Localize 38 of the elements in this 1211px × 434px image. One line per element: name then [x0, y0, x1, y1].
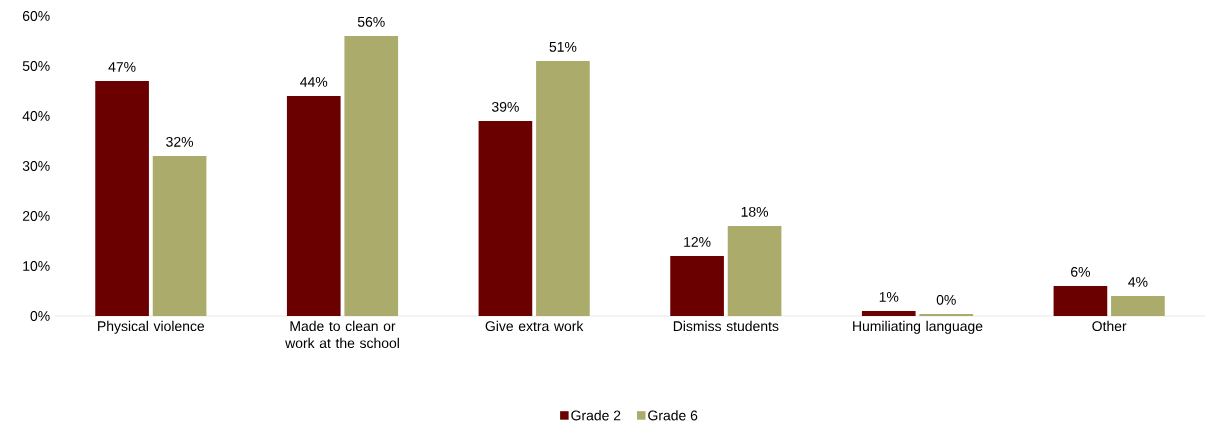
bar — [478, 121, 533, 316]
data-label: 18% — [741, 206, 769, 217]
x-tick-label: Made to clean or work at the school — [285, 320, 399, 349]
bar — [1053, 286, 1108, 316]
y-tick-label: 20% — [22, 211, 50, 221]
legend-label: Grade 2 — [571, 410, 621, 421]
data-label: 12% — [684, 236, 711, 247]
data-label: 44% — [300, 77, 328, 87]
data-label: 56% — [357, 16, 385, 27]
bar — [670, 256, 724, 316]
data-label: 39% — [491, 101, 519, 112]
y-tick-label: 60% — [22, 11, 50, 21]
legend-label: Grade 6 — [648, 410, 698, 421]
x-tick-label: Dismiss students — [673, 320, 779, 332]
bar — [861, 311, 916, 316]
y-tick-label: 50% — [22, 61, 50, 71]
bar — [727, 226, 782, 316]
data-label: 4% — [1128, 277, 1148, 287]
x-tick-label: Physical violence — [98, 320, 205, 334]
bar — [286, 96, 341, 316]
data-label: 1% — [879, 292, 899, 302]
bar — [536, 61, 590, 316]
y-tick-label: 10% — [23, 261, 50, 271]
data-label: 0% — [936, 294, 956, 305]
y-tick-label: 0% — [30, 311, 50, 321]
bar — [152, 156, 207, 316]
data-label: 51% — [549, 41, 577, 52]
data-label: 32% — [166, 136, 194, 147]
x-tick-label: Humiliating language — [853, 320, 983, 334]
data-label: 6% — [1071, 266, 1090, 277]
x-tick-label: Give extra work — [485, 320, 584, 332]
bar — [344, 36, 399, 316]
data-label: 47% — [108, 62, 136, 72]
bar — [1111, 296, 1165, 316]
bar — [95, 81, 149, 316]
x-tick-label: Other — [1092, 320, 1127, 332]
y-tick-label: 40% — [22, 111, 50, 121]
y-tick-label: 30% — [22, 161, 50, 171]
